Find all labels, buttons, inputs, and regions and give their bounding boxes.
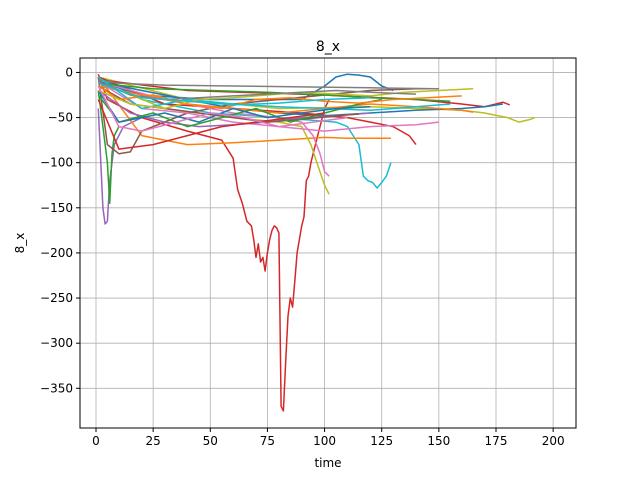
x-tick-label: 0 (92, 434, 100, 448)
y-axis-label: 8_x (13, 233, 27, 254)
series-line-25 (98, 80, 417, 101)
series-line-7 (97, 76, 391, 146)
chart-title: 8_x (316, 39, 340, 55)
y-tick-label: −100 (40, 156, 73, 170)
series-line-17 (97, 76, 451, 112)
plot-area (97, 73, 536, 412)
series-line-4 (98, 78, 510, 108)
x-tick-label: 75 (260, 434, 275, 448)
series-line-26 (97, 85, 348, 132)
axis-ticks: 0 25 50 75 100 125 150 175 200 0 −50 −100 −150 −200 −2… (40, 65, 565, 448)
x-tick-label: 100 (313, 434, 336, 448)
y-tick-label: −50 (48, 111, 73, 125)
series-line-6 (97, 90, 120, 205)
series-line-12 (98, 78, 439, 90)
series-line-27 (98, 82, 371, 106)
x-tick-label: 125 (370, 434, 393, 448)
x-tick-label: 25 (146, 434, 161, 448)
x-axis-label: time (314, 456, 341, 470)
y-tick-label: −250 (40, 291, 73, 305)
y-tick-label: −350 (40, 381, 73, 395)
series-line-22 (97, 90, 371, 123)
series-line-23 (97, 85, 462, 110)
y-tick-label: −150 (40, 201, 73, 215)
series-line-5 (97, 108, 143, 225)
series-line-21 (97, 99, 325, 150)
x-tick-label: 175 (485, 434, 508, 448)
series-line-0 (97, 73, 330, 412)
x-tick-label: 50 (203, 434, 218, 448)
axes-frame (79, 57, 577, 429)
y-tick-label: −300 (40, 336, 73, 350)
y-tick-label: −200 (40, 246, 73, 260)
x-tick-label: 150 (427, 434, 450, 448)
y-tick-label: 0 (65, 65, 73, 79)
x-tick-label: 200 (542, 434, 565, 448)
